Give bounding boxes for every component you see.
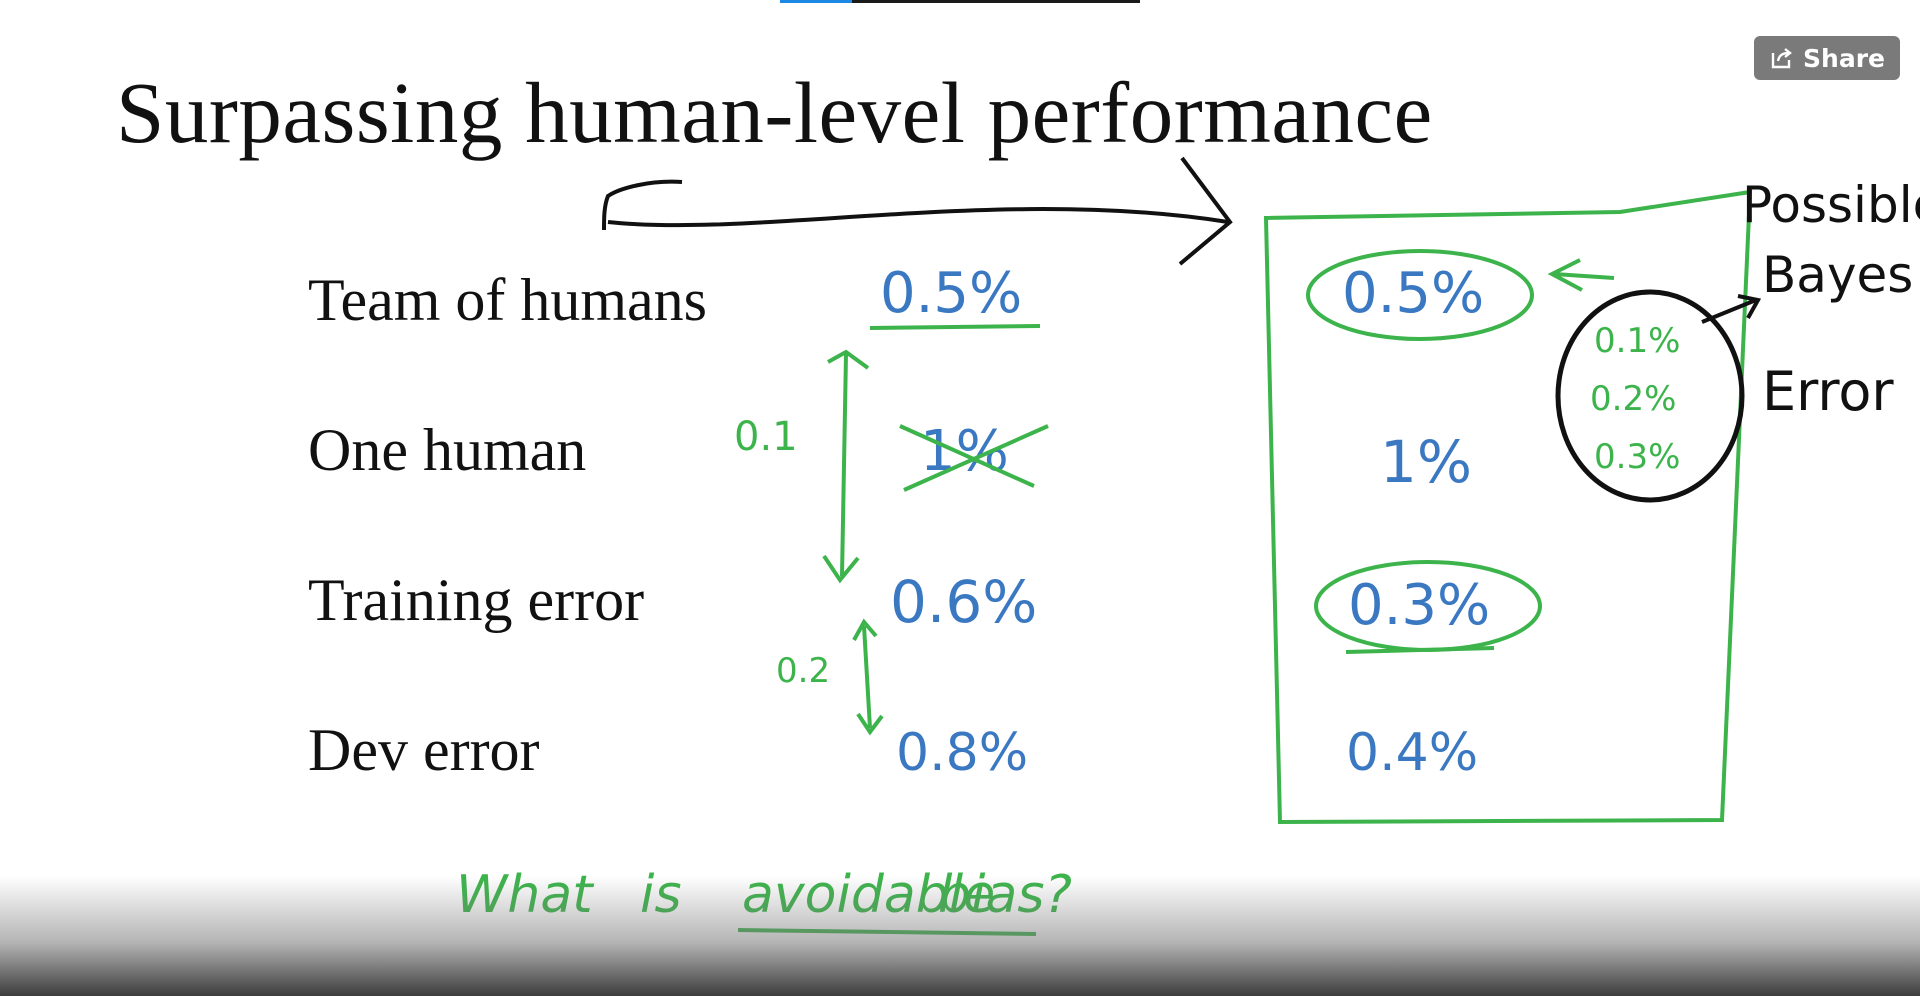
video-progress-fill: [780, 0, 852, 3]
dev-error-b: 0.4%: [1346, 723, 1478, 783]
scenario-b-box: [1263, 189, 1753, 825]
training-error-b-underline: [1345, 646, 1495, 654]
arrow-head-right: [1178, 156, 1233, 266]
row-label-training-error: Training error: [308, 567, 645, 633]
gap-arrow-top: [822, 349, 870, 584]
bayes-pointer-arrow: [1701, 294, 1762, 324]
slide-title: Surpassing human-level performance: [116, 64, 1433, 161]
bayes-option-1: 0.1%: [1594, 321, 1680, 361]
share-label: Share: [1803, 43, 1885, 73]
training-error-a: 0.6%: [890, 568, 1037, 636]
bayes-label-line1: Possible: [1742, 176, 1920, 234]
gap-bottom-label: 0.2: [776, 651, 830, 691]
row-label-dev-error: Dev error: [308, 717, 540, 783]
share-icon: [1771, 48, 1792, 69]
gap-top-label: 0.1: [734, 414, 798, 460]
bayes-label-line3: Error: [1762, 360, 1894, 423]
team-error-a-underline: [869, 324, 1041, 330]
team-error-a: 0.5%: [880, 261, 1022, 326]
row-label-one-human: One human: [308, 417, 587, 483]
cross-out-mark: [899, 424, 1049, 492]
team-error-b: 0.5%: [1342, 261, 1484, 326]
double-arrow: [607, 207, 1229, 228]
arrow-head-left: [602, 179, 683, 231]
video-progress-bar[interactable]: [780, 0, 1140, 3]
row-label-team-of-humans: Team of humans: [308, 267, 708, 333]
bayes-option-3: 0.3%: [1594, 437, 1680, 477]
share-button[interactable]: Share: [1754, 36, 1900, 80]
dev-error-a: 0.8%: [896, 723, 1028, 783]
video-controls-shade: [0, 876, 1920, 996]
pointer-arrow-green: [1547, 258, 1615, 292]
gap-arrow-bottom: [852, 618, 884, 736]
training-error-b: 0.3%: [1348, 573, 1490, 638]
one-human-error-b: 1%: [1380, 428, 1472, 496]
bayes-label-line2: Bayes: [1762, 246, 1913, 304]
bayes-options-circle: [1555, 289, 1745, 503]
team-error-b-circle: [1306, 249, 1534, 341]
bayes-option-2: 0.2%: [1590, 379, 1676, 419]
